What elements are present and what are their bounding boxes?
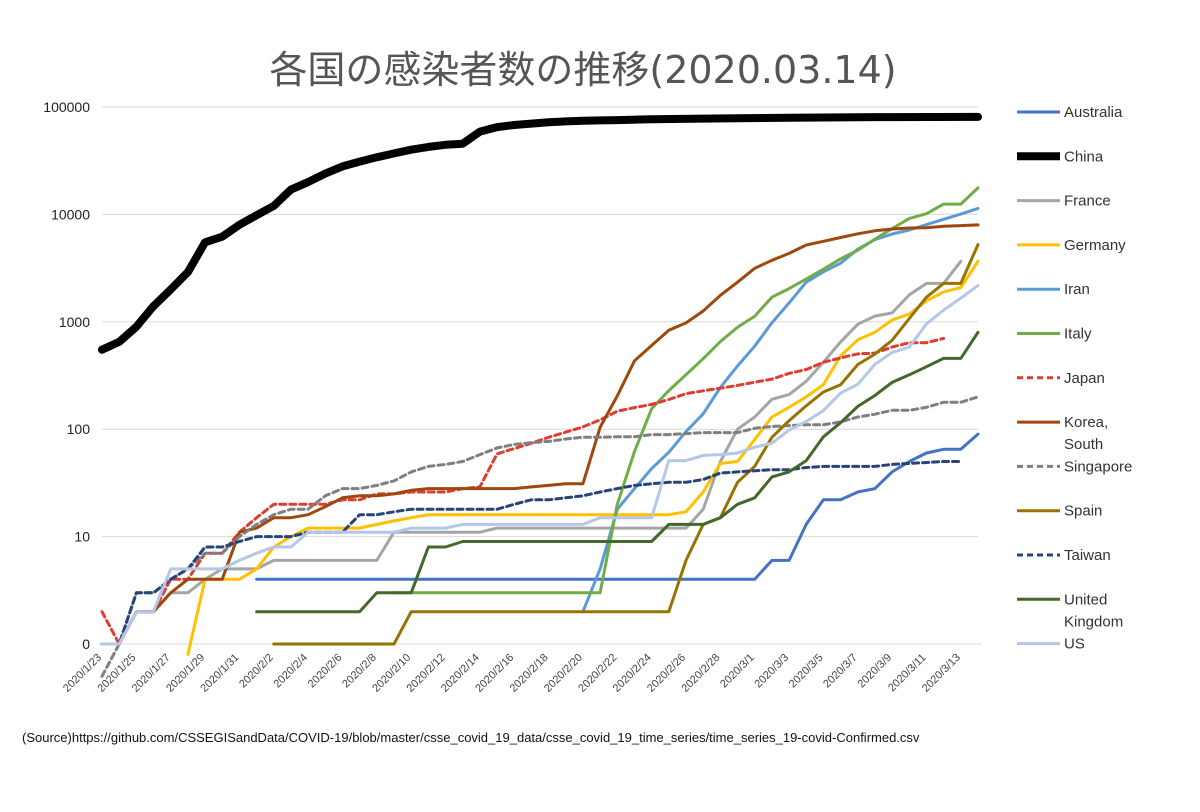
legend-label-iran: Iran [1064,281,1090,298]
y-tick-label: 100000 [43,99,90,115]
y-tick-label: 100 [67,421,91,437]
legend-label-china: China [1064,148,1104,165]
series-line-germany [186,259,980,656]
x-tick-label: 2020/3/1 [718,652,757,691]
legend-label-korea-south: South [1064,436,1103,453]
legend-label-united-kingdom: United [1064,591,1107,608]
y-tick-label: 0 [82,636,90,652]
series-line-taiwan [100,460,963,646]
legend-label-japan: Japan [1064,370,1105,387]
x-tick-label: 2020/3/3 [752,652,791,691]
series-line-china [98,112,982,354]
legend-label-korea-south: Korea, [1064,414,1108,431]
legend-label-singapore: Singapore [1064,458,1132,475]
series-line-united-kingdom [255,330,980,614]
x-tick-label: 2020/2/2 [237,652,276,691]
x-tick-label: 2020/2/4 [271,652,310,691]
legend: Australia China France Germany Iran Italy Japa… [1017,104,1132,653]
legend-label-taiwan: Taiwan [1064,547,1111,564]
plot-area [98,112,982,678]
legend-label-united-kingdom: Kingdom [1064,613,1123,630]
x-tick-label: 2020/2/6 [306,652,345,691]
legend-label-france: France [1064,193,1111,210]
y-tick-label: 1000 [59,314,90,330]
y-axis: 0 10 100 1000 10000 100000 [43,99,90,652]
series-line-singapore [100,395,980,678]
legend-label-australia: Australia [1064,104,1123,121]
series-line-us [100,284,980,646]
y-tick-label: 10 [74,529,90,545]
series-line-italy [392,186,980,595]
series-line-korea-south [100,223,980,646]
x-tick-label: 2020/3/5 [787,652,826,691]
legend-label-italy: Italy [1064,326,1092,343]
source-note: (Source)https://github.com/CSSEGISandDat… [22,730,920,745]
series-line-japan [100,336,946,646]
series-line-australia [255,432,980,581]
series-line-spain [272,243,980,646]
x-axis: 2020/1/232020/1/252020/1/272020/1/292020… [61,652,963,695]
gridlines [98,106,982,645]
legend-label-germany: Germany [1064,237,1126,254]
y-tick-label: 10000 [51,206,90,222]
series-line-france [117,259,963,646]
series-line-iran [581,206,980,614]
x-tick-label: 2020/3/7 [821,652,860,691]
chart-title: 各国の感染者数の推移(2020.03.14) [269,48,896,92]
legend-label-spain: Spain [1064,503,1102,520]
legend-label-us: US [1064,636,1085,653]
